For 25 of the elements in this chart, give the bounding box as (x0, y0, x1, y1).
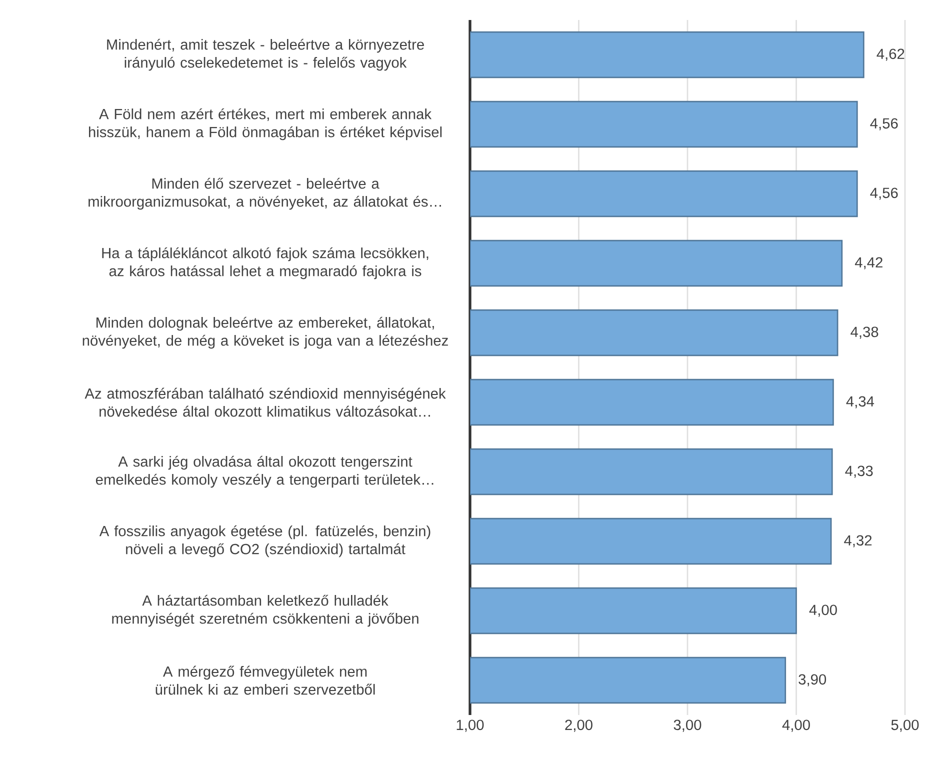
data-label: 4,00 (809, 604, 837, 617)
x-tick-label: 4,00 (782, 720, 810, 732)
data-label: 4,56 (870, 188, 898, 200)
data-label: 4,56 (870, 118, 898, 130)
data-label: 3,90 (798, 674, 826, 686)
y-tick-label: A sarki jég olvadása által okozott tengerszint emelkedés komoly veszély a tengerparti területek… (96, 456, 434, 488)
x-tick-label: 1,00 (456, 720, 484, 732)
y-tick-label: Minden élő szervezet - beleértve a mikroorganizmusokat, a növényeket, az állatokat és… (88, 178, 441, 210)
x-tick-label: 3,00 (674, 720, 702, 732)
data-label: 4,42 (854, 257, 882, 270)
y-tick-label: A mérgező fémvegyületek nem ürülnek ki az emberi szervezetből (156, 666, 375, 695)
y-tick-label: Mindenért, amit teszek - beleértve a környezetre irányuló cselekedetemet is - felelős vagyok (107, 38, 424, 71)
y-tick-label: A háztartásomban keletkező hulladék mennyiségét szeretném csökkenteni a jövőben (112, 594, 418, 627)
data-label: 4,62 (876, 48, 904, 61)
y-tick-label: Minden dolognak beleértve az embereket, állatokat, növényeket, de még a köveket is joga van a létezéshez (82, 316, 448, 349)
x-tick-label: 5,00 (891, 720, 919, 732)
x-tick-label: 2,00 (565, 720, 592, 732)
data-label: 4,34 (846, 396, 874, 408)
y-tick-label: A fosszilis anyagok égetése (pl. fatüzelés, benzin) növeli a levegő CO2 (széndioxid) tartalmát (99, 525, 430, 558)
y-tick-label: A Föld nem azért értékes, mert mi emberek annak hisszük, hanem a Föld önmagában is értéket képvisel (89, 108, 442, 140)
y-tick-label: Az atmoszférában található széndioxid mennyiségének növekedése által okozott klimatikus változásokat… (84, 388, 446, 417)
data-label: 4,33 (845, 466, 873, 478)
y-tick-label: Ha a táplálékláncot alkotó fajok száma lecsökken, az káros hatással lehet a megmaradó fajokra is (102, 247, 428, 280)
data-label: 4,32 (844, 535, 872, 548)
data-label: 4,38 (850, 326, 878, 339)
